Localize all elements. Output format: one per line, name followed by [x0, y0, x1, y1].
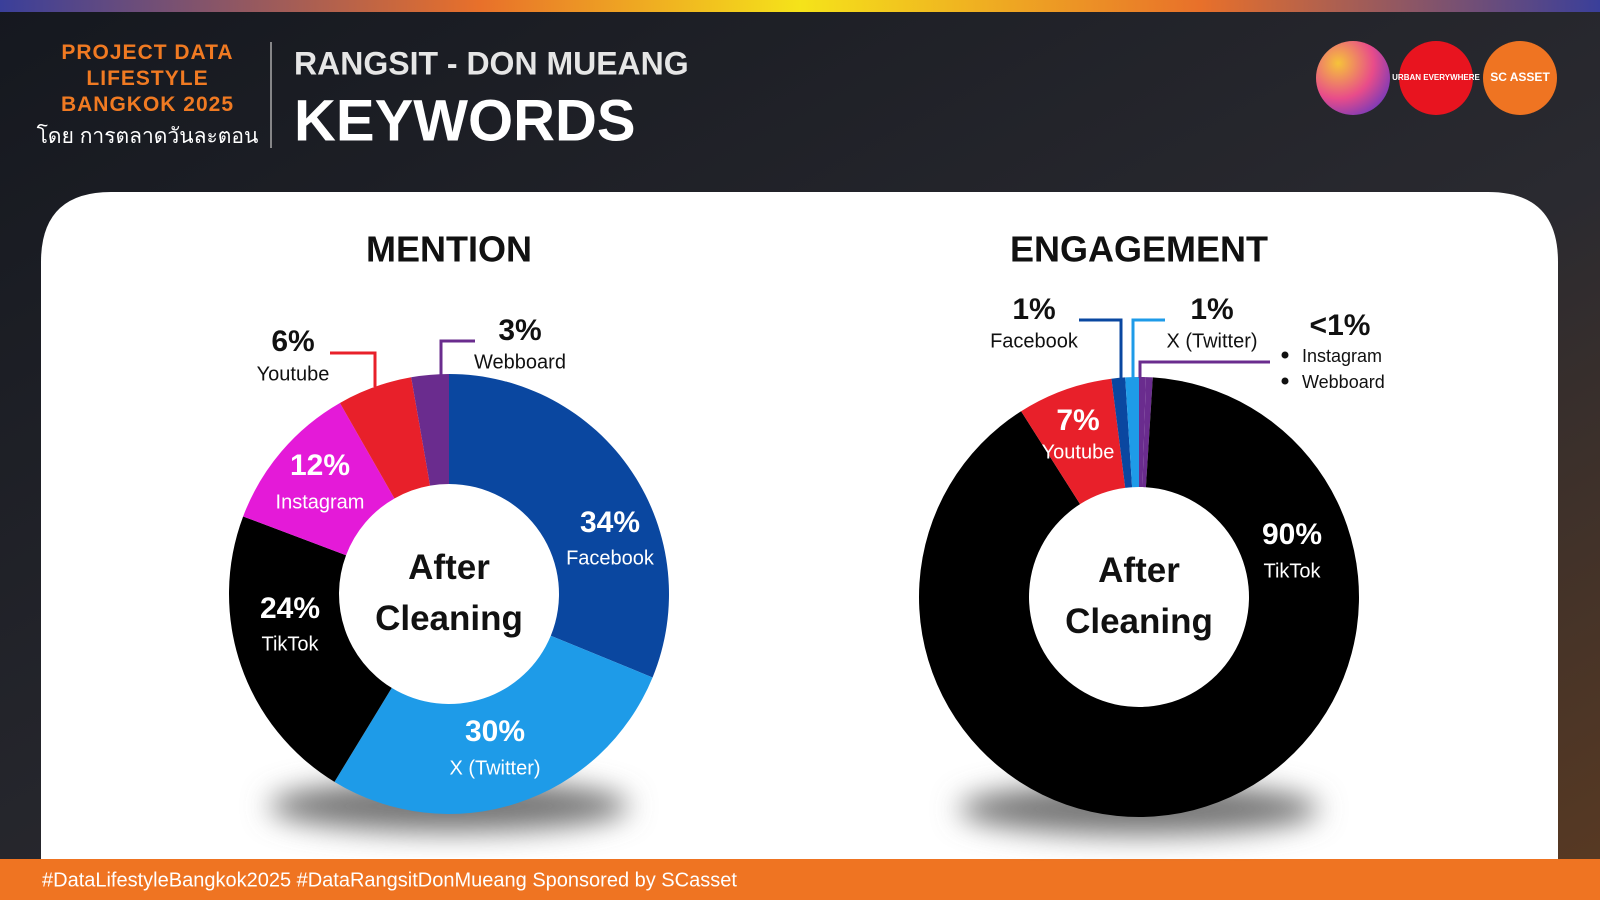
value-label: 1% — [1012, 293, 1055, 326]
value-label: <1% — [1310, 309, 1371, 342]
leader-line — [1138, 360, 1270, 378]
value-label: 24% — [260, 592, 320, 625]
top-strip — [0, 0, 1600, 12]
category-label: Webboard — [474, 351, 566, 373]
card — [41, 192, 1558, 859]
slice — [334, 635, 653, 814]
urban-logo — [1399, 41, 1473, 115]
category-label: Facebook — [990, 330, 1079, 352]
slice — [1021, 378, 1126, 505]
value-label: 12% — [290, 449, 350, 482]
slice — [1142, 377, 1153, 488]
sc-logo — [1483, 41, 1557, 115]
category-label: TikTok — [261, 633, 319, 655]
value-label: 34% — [580, 506, 640, 539]
leader-line — [439, 339, 475, 375]
value-label: 7% — [1056, 404, 1099, 437]
value-label: 90% — [1262, 518, 1322, 551]
slice — [229, 516, 392, 782]
chart-title: ENGAGEMENT — [1010, 229, 1268, 270]
center-label: After Cleaning — [1065, 551, 1213, 641]
chart-title: MENTION — [366, 229, 532, 270]
bullet — [1281, 351, 1289, 359]
slice — [339, 377, 431, 499]
slice — [411, 374, 449, 486]
value-label: 30% — [465, 715, 525, 748]
category-label: TikTok — [1263, 560, 1321, 582]
category-label: Facebook — [566, 547, 655, 569]
slice — [1139, 377, 1146, 488]
area: RANGSIT - DON MUEANG — [294, 45, 689, 81]
value-label: 1% — [1190, 293, 1233, 326]
category-label: X (Twitter) — [1166, 330, 1257, 352]
logo-text: SC ASSET — [1490, 70, 1550, 84]
footer-text: #DataLifestyleBangkok2025 #DataRangsitDo… — [42, 869, 737, 891]
footer-bar — [0, 859, 1600, 900]
leader-line — [1079, 318, 1123, 378]
page-title: KEYWORDS — [294, 88, 636, 153]
center-label: After Cleaning — [375, 548, 523, 638]
avatar-logo — [1316, 41, 1390, 115]
slice — [919, 377, 1360, 817]
category-label: Youtube — [257, 363, 330, 385]
brand: PROJECT DATA LIFESTYLE BANGKOK 2025 — [60, 41, 235, 116]
slice — [1125, 377, 1139, 488]
slice — [449, 374, 669, 678]
category-label: Instagram — [276, 491, 365, 513]
slice — [1111, 377, 1133, 488]
logo-text: URBAN EVERYWHERE — [1392, 73, 1480, 82]
slice — [243, 402, 395, 556]
category-label: Webboard — [1302, 372, 1385, 392]
category-label: X (Twitter) — [449, 757, 540, 779]
category-label: Instagram — [1302, 346, 1382, 366]
value-label: 6% — [271, 325, 314, 358]
byline: โดย การตลาดวันละตอน — [36, 125, 259, 148]
category-label: Youtube — [1042, 441, 1115, 463]
value-label: 3% — [498, 314, 541, 347]
leader-line — [1131, 318, 1165, 378]
bullet — [1281, 377, 1289, 385]
leader-line — [330, 351, 377, 387]
